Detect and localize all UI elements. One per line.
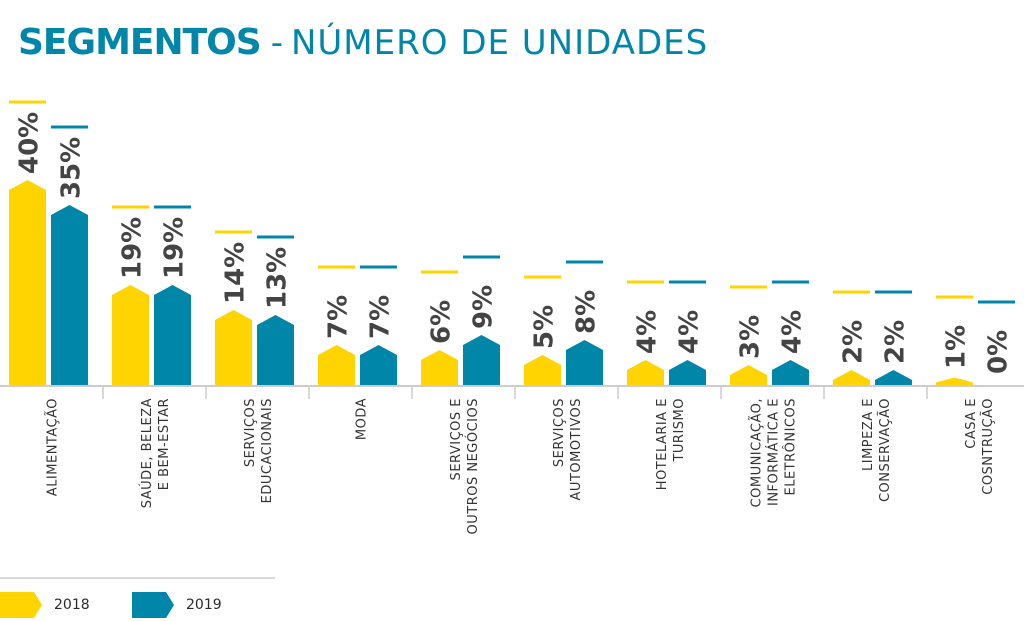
marker-2018 [215, 230, 252, 234]
marker-2018 [112, 205, 149, 209]
data-label-2019: 8% [572, 290, 602, 334]
category-label: TURISMO [672, 398, 687, 463]
bar-2018 [215, 310, 252, 385]
bar-2018 [318, 345, 355, 385]
category-label: ELETRÔNICOS [783, 398, 799, 496]
legend-label-2018: 2018 [54, 597, 90, 613]
marker-2019 [566, 260, 603, 264]
marker-2018 [730, 285, 767, 289]
category-label: LIMPEZA E [861, 398, 876, 471]
data-label-2019: 4% [778, 310, 808, 354]
marker-2018 [936, 295, 973, 299]
marker-2019 [51, 125, 88, 129]
bar-2018 [627, 360, 664, 385]
data-label-2019: 2% [881, 320, 911, 364]
bar-2018 [936, 377, 973, 385]
category-label: SERVIÇOS [243, 398, 258, 467]
data-label-2019: 13% [263, 247, 293, 309]
data-label-2018: 7% [324, 295, 354, 339]
category-label: E BEM-ESTAR [157, 398, 172, 490]
legend-label-2019: 2019 [186, 597, 222, 613]
bar-2018 [524, 355, 561, 385]
legend-item-2018: 2018 [0, 592, 90, 618]
category-label: HOTELARIA E [655, 398, 670, 490]
category-label: CONSERVAÇÃO [877, 398, 893, 502]
data-label-2018: 40% [15, 112, 45, 174]
marker-2019 [772, 280, 809, 284]
category-label: SERVIÇOS E [449, 398, 464, 480]
data-label-2018: 5% [530, 305, 560, 349]
bar-2018 [112, 285, 149, 385]
legend-item-2019: 2019 [132, 592, 222, 618]
bar-2019 [669, 360, 706, 385]
bar-2018 [833, 370, 870, 385]
bar-chart: 40% 35% ALIMENTAÇÃO 19% 19% SAÚDE, BELEZA E BE… [0, 100, 1024, 579]
data-label-2018: 19% [118, 217, 148, 279]
category-label: COSNTRUÇÃO [980, 398, 996, 495]
category-label: ALIMENTAÇÃO [45, 398, 61, 496]
legend-swatch-2019 [132, 592, 174, 618]
bar-2018 [9, 180, 46, 385]
category-label: MODA [355, 398, 370, 440]
bar-2019 [566, 340, 603, 385]
data-label-2019: 0% [984, 330, 1014, 374]
data-label-2019: 19% [160, 217, 190, 279]
data-label-2019: 4% [675, 310, 705, 354]
title-light: NÚMERO DE UNIDADES [290, 23, 709, 63]
marker-2019 [669, 280, 706, 284]
title-separator: - [270, 23, 283, 63]
bar-2019 [463, 335, 500, 385]
chart-title: SEGMENTOS - NÚMERO DE UNIDADES [18, 22, 708, 68]
marker-2018 [524, 275, 561, 279]
bar-2019 [257, 315, 294, 385]
bar-2019 [875, 370, 912, 385]
data-label-2018: 14% [221, 242, 251, 304]
category-label: COMUNICAÇÃO, [749, 398, 765, 507]
category-label: EDUCACIONAIS [260, 398, 275, 503]
title-bold: SEGMENTOS [18, 22, 262, 63]
bar-2019 [772, 360, 809, 385]
bar-2019 [360, 345, 397, 385]
marker-2018 [833, 290, 870, 294]
marker-2018 [9, 100, 46, 104]
category-label: SERVIÇOS [552, 398, 567, 467]
marker-2019 [978, 300, 1015, 304]
data-label-2018: 6% [427, 300, 457, 344]
marker-2019 [257, 235, 294, 239]
marker-2018 [318, 265, 355, 269]
marker-2019 [360, 265, 397, 269]
data-label-2019: 9% [469, 285, 499, 329]
bar-2018 [730, 365, 767, 385]
data-label-2018: 3% [736, 315, 766, 359]
category-label: INFORMÁTICA E [766, 398, 782, 506]
bar-2019 [154, 285, 191, 385]
legend-swatch-2018 [0, 592, 42, 618]
data-label-2018: 4% [633, 310, 663, 354]
category-label: AUTOMOTIVOS [569, 398, 584, 500]
marker-2019 [154, 205, 191, 209]
category-label: SAÚDE, BELEZA [139, 398, 155, 508]
category-label: OUTROS NEGÓCIOS [465, 398, 481, 534]
marker-2019 [875, 290, 912, 294]
category-label: CASA E [964, 398, 979, 449]
bar-2018 [421, 350, 458, 385]
data-label-2019: 7% [366, 295, 396, 339]
data-label-2018: 2% [839, 320, 869, 364]
data-label-2019: 35% [57, 137, 87, 199]
marker-2019 [463, 255, 500, 259]
data-label-2018: 1% [942, 325, 972, 369]
marker-2018 [627, 280, 664, 284]
marker-2018 [421, 270, 458, 274]
bar-2019 [51, 205, 88, 385]
